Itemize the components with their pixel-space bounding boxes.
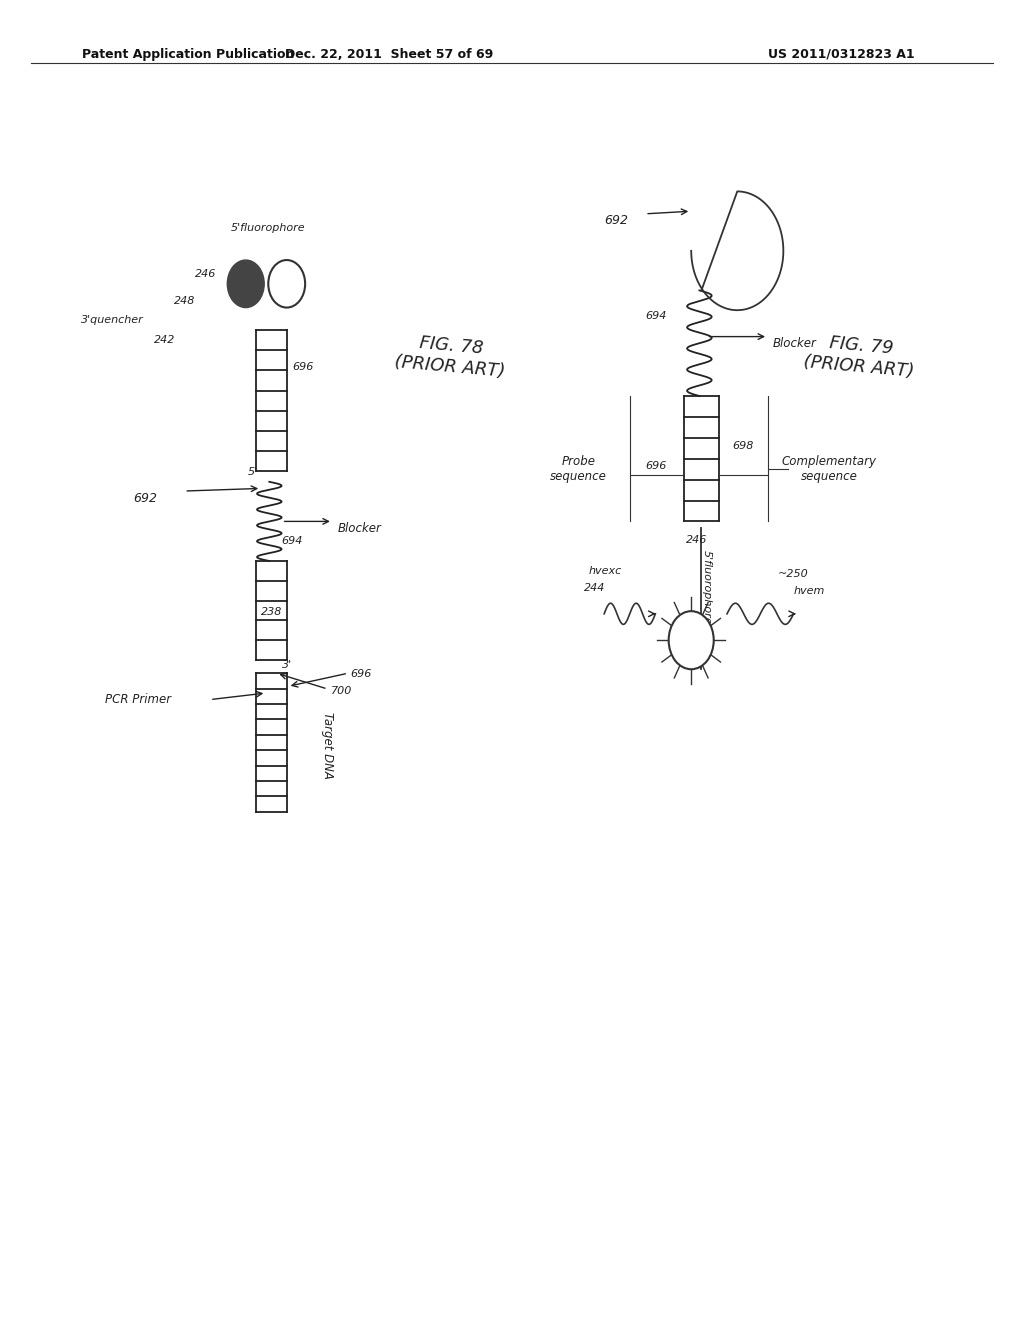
Text: hvexc: hvexc [589, 566, 622, 577]
Text: 692: 692 [133, 491, 157, 504]
Text: 246: 246 [195, 269, 216, 280]
Circle shape [669, 611, 714, 669]
Text: Blocker: Blocker [773, 337, 817, 350]
Text: 248: 248 [174, 296, 196, 306]
Text: Complementary
sequence: Complementary sequence [782, 454, 877, 483]
Text: 696: 696 [292, 362, 313, 372]
Text: Probe
sequence: Probe sequence [550, 454, 607, 483]
Text: 238: 238 [261, 607, 283, 618]
Text: 696: 696 [645, 461, 667, 471]
Text: 694: 694 [645, 312, 667, 322]
Text: 5'fluorophore: 5'fluorophore [230, 223, 305, 234]
Text: 694: 694 [282, 536, 303, 546]
Text: 700: 700 [331, 686, 352, 697]
Text: 698: 698 [732, 441, 754, 451]
Text: 5'fluorophore: 5'fluorophore [701, 550, 712, 626]
Text: Target DNA: Target DNA [321, 713, 334, 779]
Text: PCR Primer: PCR Primer [105, 693, 171, 706]
Text: Patent Application Publication: Patent Application Publication [82, 48, 294, 61]
Text: 5': 5' [248, 467, 258, 478]
Text: 244: 244 [584, 583, 605, 594]
Text: Dec. 22, 2011  Sheet 57 of 69: Dec. 22, 2011 Sheet 57 of 69 [285, 48, 494, 61]
Text: FIG. 79
(PRIOR ART): FIG. 79 (PRIOR ART) [803, 333, 918, 380]
Circle shape [227, 260, 264, 308]
Text: US 2011/0312823 A1: US 2011/0312823 A1 [768, 48, 914, 61]
Text: FIG. 78
(PRIOR ART): FIG. 78 (PRIOR ART) [393, 333, 508, 380]
Text: 242: 242 [154, 335, 175, 346]
Text: 3': 3' [282, 660, 292, 671]
Text: 246: 246 [686, 535, 708, 545]
Text: ~250: ~250 [778, 569, 809, 579]
Text: Blocker: Blocker [338, 521, 382, 535]
Text: 3'quencher: 3'quencher [81, 315, 144, 326]
Text: 696: 696 [350, 669, 372, 680]
Circle shape [268, 260, 305, 308]
Text: hvem: hvem [794, 586, 825, 597]
Text: 692: 692 [604, 214, 628, 227]
